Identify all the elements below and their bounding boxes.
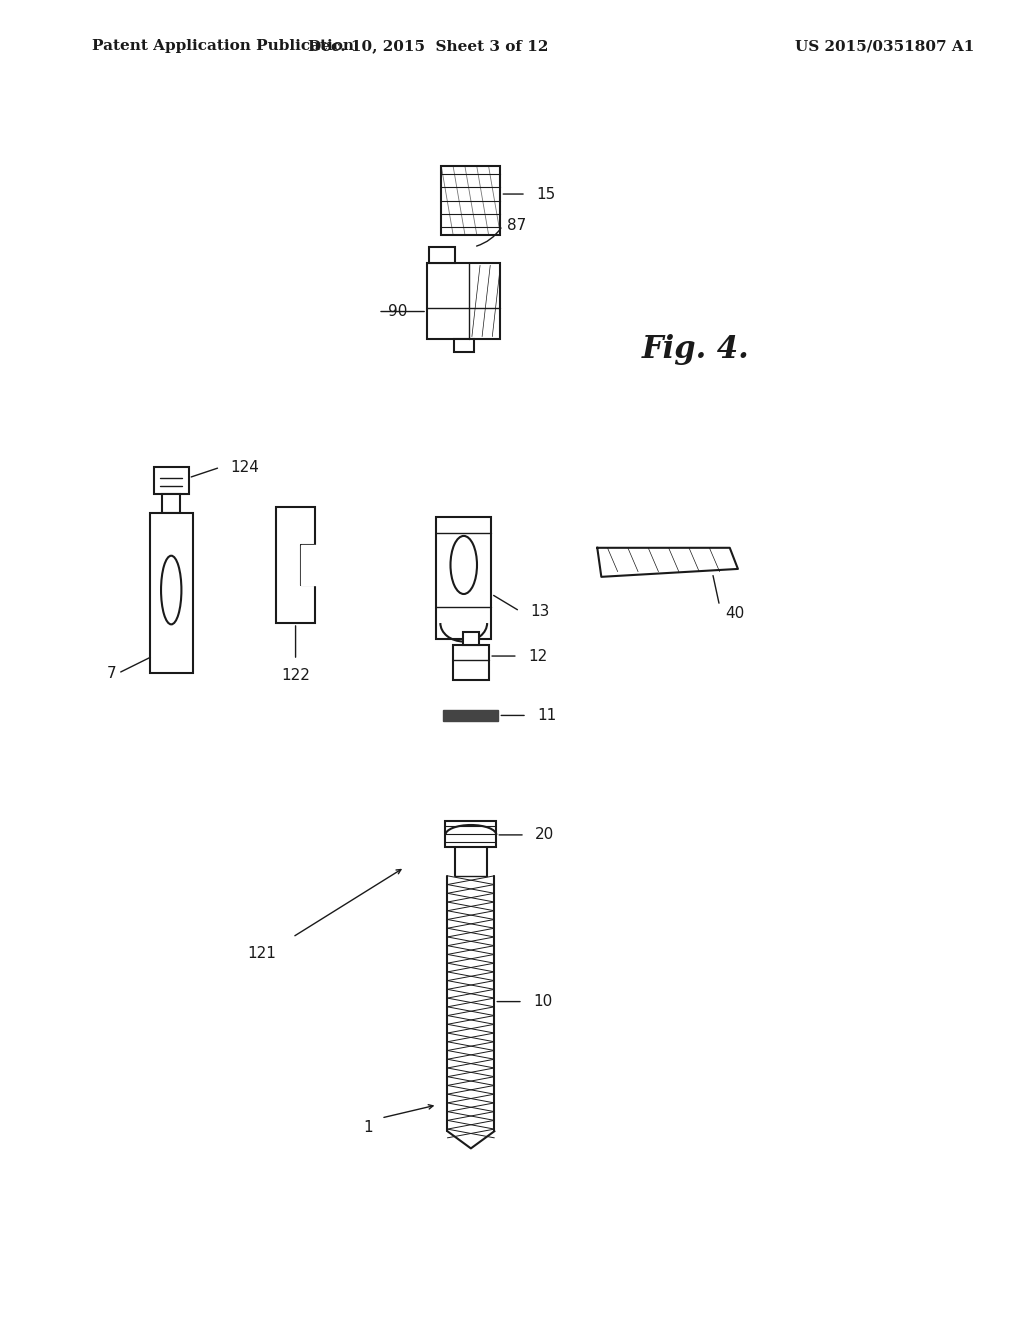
Text: 87: 87 <box>507 218 525 234</box>
Text: 40: 40 <box>726 606 744 622</box>
Bar <box>162 494 180 513</box>
Text: Patent Application Publication: Patent Application Publication <box>92 40 353 53</box>
Polygon shape <box>301 545 317 585</box>
Bar <box>453 645 489 680</box>
Bar <box>427 263 501 339</box>
Text: 10: 10 <box>534 994 552 1008</box>
Text: 20: 20 <box>536 828 554 842</box>
Text: 15: 15 <box>537 186 555 202</box>
Bar <box>276 507 315 623</box>
Text: 12: 12 <box>528 648 547 664</box>
Bar <box>436 517 492 639</box>
Polygon shape <box>597 548 738 577</box>
Bar <box>154 467 188 494</box>
Text: 121: 121 <box>248 945 276 961</box>
Bar <box>429 247 455 263</box>
Text: Fig. 4.: Fig. 4. <box>642 334 750 366</box>
Text: 13: 13 <box>530 603 549 619</box>
Bar <box>441 166 501 235</box>
Text: 1: 1 <box>364 1119 373 1135</box>
Bar <box>150 513 193 673</box>
Text: 90: 90 <box>388 304 408 319</box>
Text: 7: 7 <box>106 665 116 681</box>
Bar <box>445 821 497 847</box>
Ellipse shape <box>161 556 181 624</box>
Text: US 2015/0351807 A1: US 2015/0351807 A1 <box>795 40 975 53</box>
Text: 11: 11 <box>538 708 556 723</box>
Text: Dec. 10, 2015  Sheet 3 of 12: Dec. 10, 2015 Sheet 3 of 12 <box>308 40 548 53</box>
Bar <box>463 632 479 645</box>
Polygon shape <box>443 710 499 721</box>
Text: 122: 122 <box>282 668 310 682</box>
Ellipse shape <box>451 536 477 594</box>
Text: 124: 124 <box>230 459 259 475</box>
Bar <box>454 339 474 352</box>
